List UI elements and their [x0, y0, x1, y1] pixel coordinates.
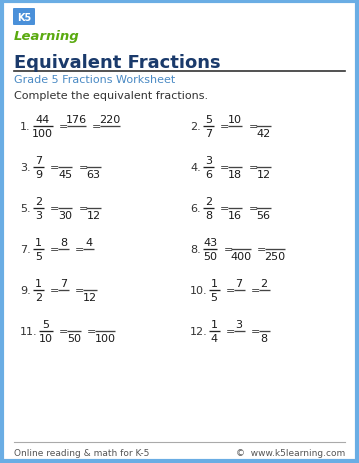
- Text: 11.: 11.: [20, 326, 38, 336]
- Text: =: =: [251, 326, 260, 336]
- Text: 50: 50: [67, 333, 81, 343]
- Text: =: =: [220, 122, 229, 131]
- Text: =: =: [220, 163, 229, 173]
- Text: =: =: [223, 244, 233, 255]
- Text: =: =: [92, 122, 102, 131]
- Text: 2: 2: [35, 292, 42, 302]
- Text: 9.: 9.: [20, 285, 31, 295]
- Text: =: =: [50, 204, 59, 213]
- Text: 16: 16: [228, 211, 242, 220]
- Text: Equivalent Fractions: Equivalent Fractions: [14, 54, 221, 72]
- Text: =: =: [78, 204, 88, 213]
- Text: 220: 220: [99, 115, 121, 125]
- Text: 3.: 3.: [20, 163, 31, 173]
- Text: 6: 6: [205, 169, 212, 180]
- Text: 30: 30: [58, 211, 72, 220]
- Text: Complete the equivalent fractions.: Complete the equivalent fractions.: [14, 91, 208, 101]
- Text: =: =: [87, 326, 97, 336]
- Text: 12: 12: [83, 292, 97, 302]
- Text: 45: 45: [58, 169, 72, 180]
- Text: =: =: [248, 163, 258, 173]
- Text: 2: 2: [205, 197, 212, 206]
- Text: 1.: 1.: [20, 122, 31, 131]
- Text: 6.: 6.: [190, 204, 201, 213]
- Text: 3: 3: [205, 156, 212, 166]
- Text: 2.: 2.: [190, 122, 201, 131]
- Text: 10: 10: [228, 115, 242, 125]
- Text: 5: 5: [210, 292, 218, 302]
- Text: 56: 56: [257, 211, 271, 220]
- Text: 12: 12: [87, 211, 101, 220]
- Text: 5: 5: [42, 319, 49, 329]
- Text: 1: 1: [210, 319, 218, 329]
- Text: 100: 100: [32, 129, 53, 139]
- Text: =: =: [257, 244, 266, 255]
- Text: 8: 8: [260, 333, 267, 343]
- Text: =: =: [220, 204, 229, 213]
- Text: 7: 7: [60, 278, 67, 288]
- Text: 12.: 12.: [190, 326, 208, 336]
- Text: 2: 2: [260, 278, 267, 288]
- Text: 176: 176: [66, 115, 87, 125]
- Text: 7: 7: [35, 156, 42, 166]
- Text: =: =: [248, 122, 258, 131]
- Text: 3: 3: [35, 211, 42, 220]
- Text: 5.: 5.: [20, 204, 31, 213]
- Text: =: =: [59, 326, 68, 336]
- Text: =: =: [75, 285, 84, 295]
- Text: 9: 9: [35, 169, 42, 180]
- Text: 50: 50: [203, 251, 217, 262]
- Text: 4.: 4.: [190, 163, 201, 173]
- Text: 8: 8: [60, 238, 67, 247]
- Text: =: =: [50, 244, 59, 255]
- Text: 7: 7: [236, 278, 243, 288]
- Text: 1: 1: [35, 238, 42, 247]
- Text: 7.: 7.: [20, 244, 31, 255]
- Text: =: =: [59, 122, 68, 131]
- Text: 10: 10: [39, 333, 53, 343]
- Text: =: =: [251, 285, 260, 295]
- Text: 42: 42: [256, 129, 271, 139]
- Text: 44: 44: [36, 115, 50, 125]
- Text: =: =: [75, 244, 84, 255]
- Text: 12: 12: [257, 169, 271, 180]
- Text: 2: 2: [35, 197, 42, 206]
- Text: =: =: [225, 326, 235, 336]
- Text: =: =: [248, 204, 258, 213]
- Text: 5: 5: [205, 115, 212, 125]
- Text: 250: 250: [264, 251, 285, 262]
- Text: 1: 1: [210, 278, 218, 288]
- Text: Learning: Learning: [14, 30, 80, 43]
- Text: 43: 43: [203, 238, 217, 247]
- Text: ©  www.k5learning.com: © www.k5learning.com: [236, 448, 345, 457]
- Text: K5: K5: [17, 13, 31, 23]
- FancyBboxPatch shape: [13, 9, 35, 26]
- Text: 7: 7: [205, 129, 212, 139]
- Text: 1: 1: [35, 278, 42, 288]
- Text: =: =: [225, 285, 235, 295]
- Text: 5: 5: [35, 251, 42, 262]
- Text: =: =: [50, 163, 59, 173]
- Text: 3: 3: [236, 319, 242, 329]
- Text: 4: 4: [85, 238, 92, 247]
- Text: 8: 8: [205, 211, 212, 220]
- Text: 400: 400: [230, 251, 252, 262]
- Text: Grade 5 Fractions Worksheet: Grade 5 Fractions Worksheet: [14, 75, 175, 85]
- Text: 10.: 10.: [190, 285, 208, 295]
- Text: Online reading & math for K-5: Online reading & math for K-5: [14, 448, 149, 457]
- Text: 18: 18: [228, 169, 242, 180]
- Text: 4: 4: [210, 333, 218, 343]
- Text: 100: 100: [95, 333, 116, 343]
- Text: =: =: [50, 285, 59, 295]
- Text: =: =: [78, 163, 88, 173]
- Text: 63: 63: [87, 169, 101, 180]
- Text: 8.: 8.: [190, 244, 201, 255]
